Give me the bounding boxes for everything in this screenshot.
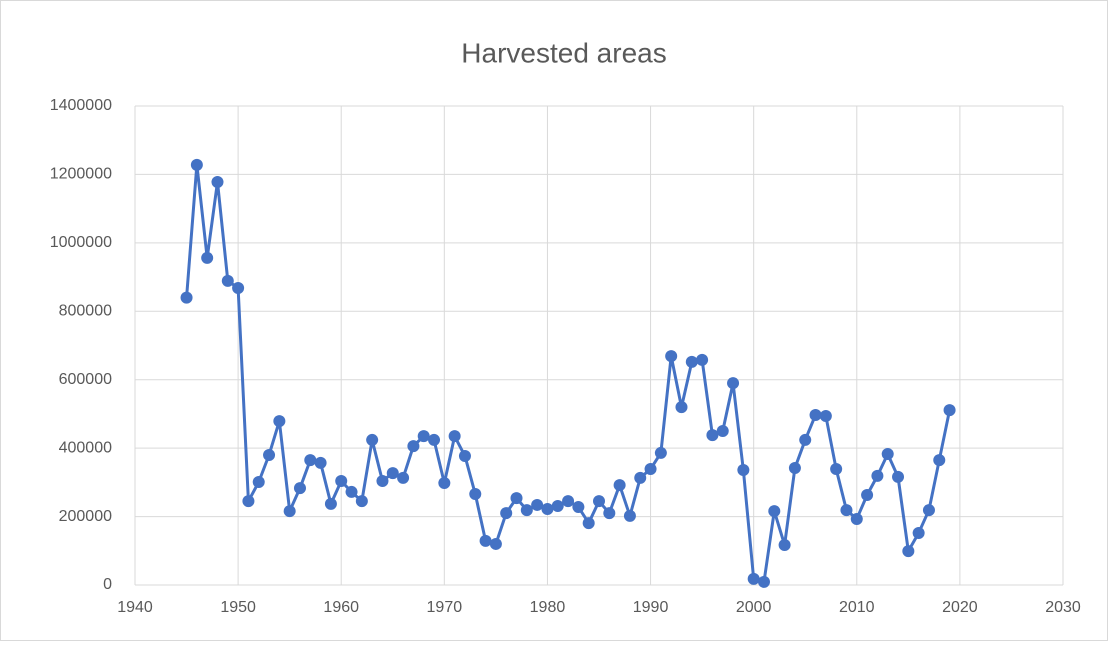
y-tick-label: 1400000 <box>50 97 112 114</box>
data-point <box>665 350 678 363</box>
x-tick-label: 1980 <box>530 599 566 616</box>
data-point <box>345 485 358 498</box>
data-point <box>861 489 874 502</box>
data-point <box>943 404 956 417</box>
data-point <box>850 512 863 525</box>
data-point <box>180 291 193 304</box>
data-point <box>211 175 224 188</box>
data-point <box>263 448 276 461</box>
data-point <box>479 534 492 547</box>
data-point <box>386 467 399 480</box>
data-point <box>242 495 255 508</box>
data-point <box>541 503 554 516</box>
data-point <box>809 408 822 421</box>
data-point <box>757 575 770 588</box>
data-point <box>902 545 915 558</box>
data-point <box>778 538 791 551</box>
data-point <box>819 409 832 422</box>
data-point <box>407 440 420 453</box>
data-point <box>716 425 729 438</box>
data-point <box>469 487 482 500</box>
data-point <box>747 572 760 585</box>
data-point <box>603 507 616 520</box>
y-tick-label: 600000 <box>59 371 112 388</box>
y-tick-label: 800000 <box>59 303 112 320</box>
data-point <box>623 509 636 522</box>
x-tick-label: 1950 <box>220 599 256 616</box>
data-point <box>531 498 544 511</box>
data-point <box>881 447 894 460</box>
x-tick-label: 1970 <box>427 599 463 616</box>
data-point <box>510 492 523 505</box>
data-point <box>840 504 853 517</box>
data-point <box>273 415 286 428</box>
data-point <box>293 482 306 495</box>
chart-title: Harvested areas <box>461 37 666 68</box>
data-point <box>366 433 379 446</box>
y-tick-label: 1000000 <box>50 234 112 251</box>
data-point <box>768 505 781 518</box>
y-tick-label: 400000 <box>59 439 112 456</box>
data-point <box>696 353 709 366</box>
data-point <box>448 430 461 443</box>
x-tick-label: 2010 <box>839 599 875 616</box>
data-point <box>438 477 451 490</box>
data-point <box>500 507 513 520</box>
data-point <box>582 517 595 530</box>
data-point <box>428 433 441 446</box>
data-point <box>593 495 605 508</box>
data-point <box>190 158 203 171</box>
data-point <box>283 505 296 518</box>
x-tick-label: 2000 <box>736 599 772 616</box>
data-point <box>788 461 801 474</box>
y-tick-label: 0 <box>103 576 112 593</box>
data-point <box>830 463 843 476</box>
data-point <box>417 430 430 443</box>
data-point <box>314 456 327 469</box>
data-point <box>912 526 925 539</box>
data-point <box>551 499 564 512</box>
data-point <box>675 401 688 414</box>
data-point <box>335 474 348 487</box>
data-point <box>737 464 750 477</box>
data-point <box>458 450 471 463</box>
data-point <box>892 470 905 483</box>
data-point <box>799 433 812 446</box>
data-point <box>489 537 502 550</box>
data-point <box>252 476 265 489</box>
data-point <box>706 429 719 442</box>
x-tick-label: 1960 <box>323 599 359 616</box>
data-point <box>355 495 368 508</box>
data-point <box>201 251 214 264</box>
x-tick-label: 1940 <box>117 599 153 616</box>
data-point <box>613 479 626 492</box>
x-tick-label: 2030 <box>1045 599 1081 616</box>
data-point <box>232 282 245 295</box>
data-point <box>562 495 575 508</box>
x-tick-label: 2020 <box>942 599 978 616</box>
data-point <box>221 274 234 287</box>
data-point <box>933 454 946 467</box>
data-point <box>727 377 740 390</box>
data-point <box>644 463 657 476</box>
x-tick-label: 1990 <box>633 599 669 616</box>
data-point <box>922 504 935 517</box>
data-point <box>397 471 410 484</box>
data-point <box>376 474 389 487</box>
y-tick-label: 200000 <box>59 508 112 525</box>
y-tick-label: 1200000 <box>50 166 112 183</box>
data-point <box>324 497 337 510</box>
data-point <box>685 355 698 368</box>
data-point <box>520 504 533 517</box>
data-point <box>304 454 317 467</box>
data-point <box>871 469 884 482</box>
data-point <box>654 446 667 459</box>
data-point <box>634 471 647 484</box>
data-point <box>572 500 585 513</box>
